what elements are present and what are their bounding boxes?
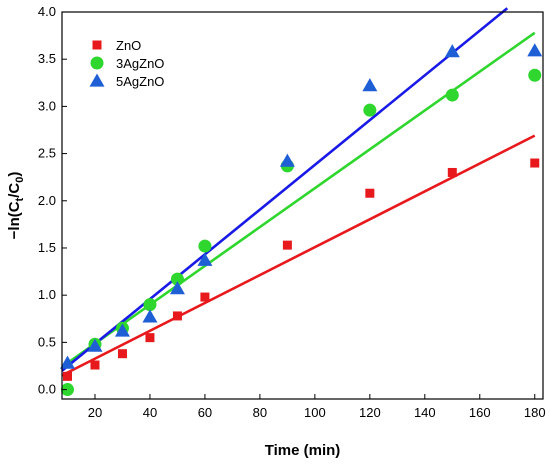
data-point-5AgZnO [444,44,460,58]
x-tick-label: 60 [198,405,212,420]
x-tick-label: 120 [359,405,381,420]
x-tick-label: 160 [469,405,491,420]
data-point-ZnO [90,360,100,370]
plot-layer [59,7,543,397]
fit-line-3AgZnO [61,31,536,368]
data-point-ZnO [145,333,155,343]
x-tick-label: 20 [88,405,102,420]
data-point-3AgZnO [528,68,542,82]
data-point-5AgZnO [527,43,543,57]
y-tick-label: 0.0 [38,382,56,397]
fit-line-5AgZnO [61,7,509,372]
data-point-ZnO [200,292,210,302]
data-point-ZnO [365,188,375,198]
data-point-ZnO [447,167,457,177]
x-tick-label: 180 [524,405,546,420]
legend-marker-5AgZnO [89,73,105,87]
y-tick-label: 2.5 [38,146,56,161]
plot-frame [61,11,544,400]
legend-marker-3AgZnO [90,56,104,70]
legend-marker-ZnO [92,40,102,50]
legend-label-ZnO: ZnO [116,38,141,53]
data-point-3AgZnO [60,383,74,397]
legend-label-5AgZnO: 5AgZnO [116,74,164,89]
data-point-3AgZnO [170,272,184,286]
legend-label-3AgZnO: 3AgZnO [116,56,164,71]
ticks-layer: 20 40 60 80 100 120 140 160 180 0.0 0.5 1.0 1.5 2.0 2.… [38,4,546,420]
data-point-3AgZnO [445,88,459,102]
x-axis-title: Time (min) [265,442,341,459]
data-point-3AgZnO [198,239,212,253]
data-point-5AgZnO [169,281,185,295]
data-point-5AgZnO [362,78,378,92]
y-tick-label: 1.0 [38,287,56,302]
x-tick-label: 40 [143,405,157,420]
data-point-5AgZnO [142,309,158,323]
y-tick-label: 1.5 [38,240,56,255]
data-point-ZnO [62,371,72,381]
y-tick-label: 0.5 [38,334,56,349]
data-point-ZnO [117,349,127,359]
fit-line-ZnO [61,134,536,377]
y-tick-label: 4.0 [38,4,56,19]
data-point-ZnO [172,311,182,321]
data-point-5AgZnO [197,252,213,266]
x-tick-label: 80 [253,405,267,420]
y-tick-label: 2.0 [38,193,56,208]
data-point-5AgZnO [114,323,130,337]
data-point-5AgZnO [279,153,295,167]
data-point-5AgZnO [59,355,75,369]
y-tick-label: 3.0 [38,98,56,113]
data-point-3AgZnO [143,298,157,312]
y-axis-title: −ln(Ct/C0) [6,172,26,240]
data-point-ZnO [282,240,292,250]
data-point-3AgZnO [363,103,377,117]
x-tick-label: 140 [414,405,436,420]
x-tick-label: 100 [304,405,326,420]
y-tick-label: 3.5 [38,51,56,66]
data-point-ZnO [530,158,540,168]
data-point-5AgZnO [87,338,103,352]
legend: ZnO 3AgZnO 5AgZnO [89,38,164,89]
